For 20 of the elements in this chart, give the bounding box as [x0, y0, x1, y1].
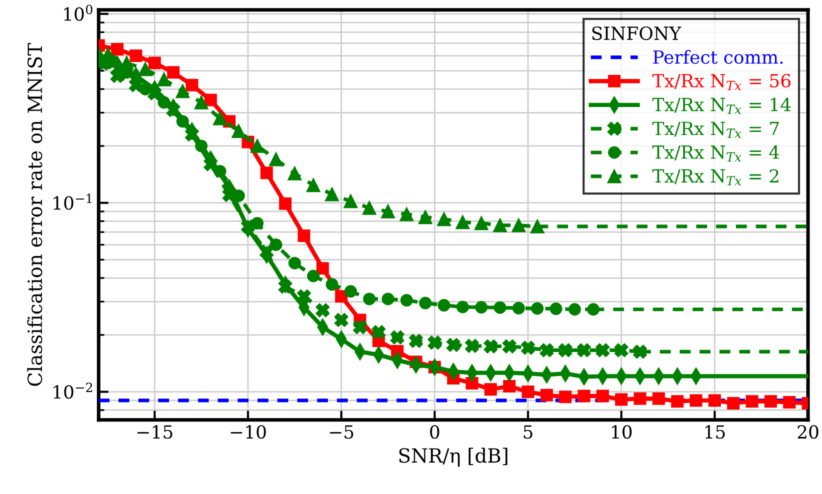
y-tick-label: 10$^{−2}$: [54, 382, 92, 399]
x-tick-label: −5: [330, 425, 354, 439]
x-tick-label: 10: [612, 425, 632, 439]
y-axis-title: Classification error rate on MNIST: [27, 42, 42, 386]
legend-label: Perfect comm.: [653, 50, 783, 64]
x-tick-label: −15: [138, 425, 172, 439]
x-tick-label: 20: [798, 425, 818, 439]
legend-title: SINFONY: [592, 26, 682, 40]
legend-label: Tx/Rx N$_{Tx}$ = 56: [652, 74, 790, 90]
x-axis-title: SNR/η [dB]: [399, 448, 508, 467]
legend-label: Tx/Rx N$_{Tx}$ = 7: [652, 122, 779, 138]
x-tick-label: 0: [430, 425, 440, 439]
y-tick-label: 10$^{−1}$: [54, 194, 92, 210]
legend-label: Tx/Rx N$_{Tx}$ = 2: [652, 169, 778, 186]
legend-label: Tx/Rx N$_{Tx}$ = 14: [652, 98, 791, 114]
x-tick-label: −10: [230, 425, 266, 439]
y-tick-label: 10$^{0}$: [64, 4, 92, 21]
x-tick-label: 5: [524, 425, 532, 439]
legend-label: Tx/Rx N$_{Tx}$ = 4: [652, 145, 780, 162]
x-tick-label: 15: [705, 425, 725, 439]
